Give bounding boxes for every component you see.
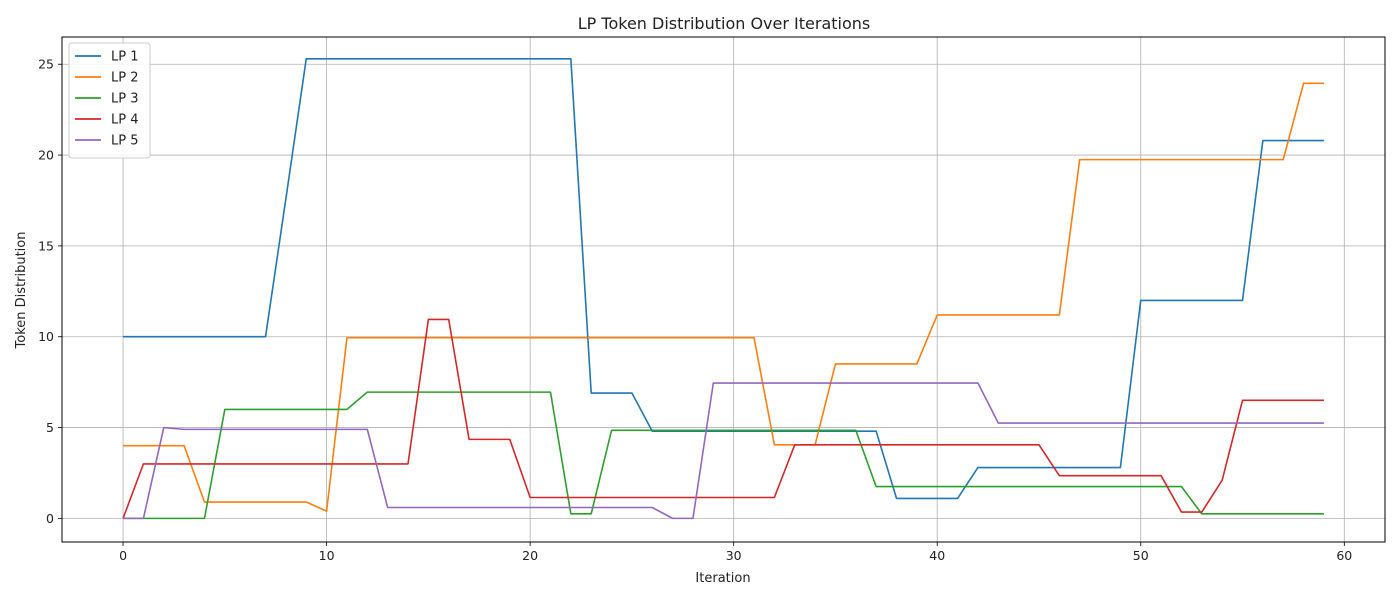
grid [62,37,1385,542]
legend-box [68,42,151,159]
y-tick-label: 5 [46,420,54,435]
series-line-lp-2 [123,82,1324,512]
plot-frame [61,36,1386,543]
x-tick-label: 0 [119,548,127,563]
legend-label: LP 5 [111,134,139,149]
x-axis-label: Iteration [695,571,750,586]
legend-label: LP 1 [111,50,139,65]
chart-title: LP Token Distribution Over Iterations [578,14,870,33]
legend-label: LP 3 [111,92,139,107]
series-line-lp-1 [123,57,1324,500]
x-tick-label: 10 [319,548,335,563]
x-tick-label: 40 [929,548,945,563]
x-tick-label: 50 [1133,548,1149,563]
y-tick-label: 15 [38,238,54,253]
y-tick-label: 10 [38,329,54,344]
series-line-lp-4 [122,318,1324,519]
y-tick-label: 0 [46,511,54,526]
y-axis-label: Token Distribution [14,232,29,350]
x-tick-label: 20 [522,548,538,563]
series-lines [122,57,1324,520]
series-line-lp-3 [123,391,1324,520]
legend-label: LP 4 [111,113,139,128]
x-tick-label: 30 [726,548,742,563]
y-tick-label: 20 [38,148,54,163]
legend: LP 1 LP 2 LP 3 LP 4 LP 5 [68,42,151,159]
series-line-lp-5 [123,382,1324,520]
axis-ticks: 0 10 20 30 40 50 60 0 5 10 15 20 25 [38,57,1352,563]
legend-label: LP 2 [111,71,139,86]
y-tick-label: 25 [38,57,54,72]
x-tick-label: 60 [1336,548,1352,563]
